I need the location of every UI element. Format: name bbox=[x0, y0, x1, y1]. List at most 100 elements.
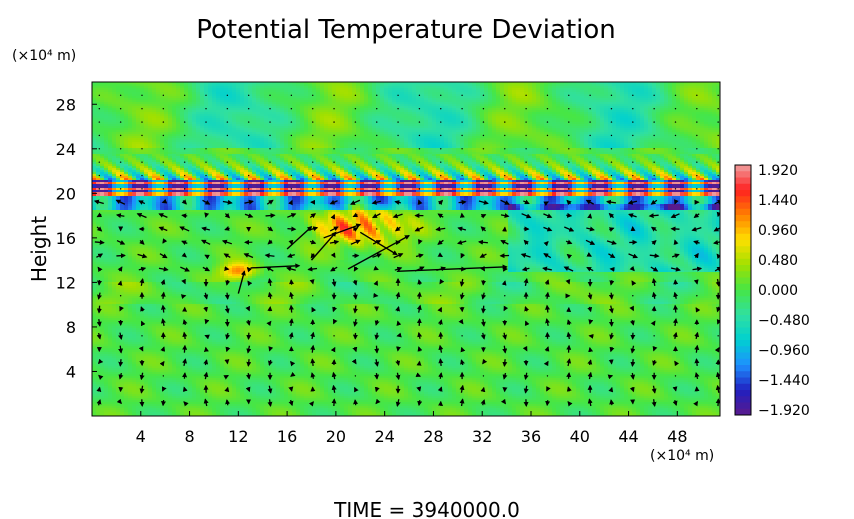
field-cell bbox=[508, 88, 513, 91]
field-cell bbox=[300, 120, 305, 123]
field-cell bbox=[272, 86, 277, 89]
field-cell bbox=[668, 100, 673, 103]
field-cell bbox=[120, 102, 125, 105]
field-cell bbox=[496, 120, 501, 123]
field-cell bbox=[500, 124, 505, 127]
field-cell bbox=[412, 88, 417, 91]
field-cell bbox=[524, 86, 529, 89]
field-cell bbox=[228, 122, 233, 125]
field-cell bbox=[244, 96, 249, 99]
field-cell bbox=[176, 112, 181, 115]
field-cell bbox=[188, 122, 193, 125]
field-cell bbox=[704, 94, 709, 97]
field-cell bbox=[180, 112, 185, 115]
field-cell bbox=[356, 108, 361, 111]
field-cell bbox=[356, 122, 361, 125]
field-cell bbox=[560, 96, 565, 99]
field-cell bbox=[364, 90, 369, 93]
field-cell bbox=[272, 90, 277, 93]
field-cell bbox=[264, 94, 269, 97]
field-cell bbox=[112, 100, 117, 103]
field-cell bbox=[464, 114, 469, 117]
field-cell bbox=[480, 98, 485, 101]
field-cell bbox=[636, 94, 641, 97]
field-cell bbox=[396, 114, 401, 117]
field-cell bbox=[552, 108, 557, 111]
field-cell bbox=[536, 98, 541, 101]
field-cell bbox=[588, 86, 593, 89]
field-cell bbox=[396, 124, 401, 127]
field-cell bbox=[524, 90, 529, 93]
field-cell bbox=[184, 118, 189, 121]
field-cell bbox=[592, 86, 597, 89]
field-cell bbox=[528, 110, 533, 113]
field-cell bbox=[176, 92, 181, 95]
field-cell bbox=[444, 94, 449, 97]
field-cell bbox=[472, 114, 477, 117]
field-cell bbox=[680, 84, 685, 87]
field-cell bbox=[640, 90, 645, 93]
field-cell bbox=[136, 126, 141, 129]
field-cell bbox=[420, 86, 425, 89]
field-cell bbox=[308, 122, 313, 125]
field-cell bbox=[656, 84, 661, 87]
field-cell bbox=[684, 88, 689, 91]
field-cell bbox=[576, 84, 581, 87]
field-cell bbox=[244, 126, 249, 129]
field-cell bbox=[560, 82, 565, 85]
field-cell bbox=[572, 104, 577, 107]
field-cell bbox=[448, 90, 453, 93]
field-cell bbox=[164, 92, 169, 95]
field-cell bbox=[668, 116, 673, 119]
field-cell bbox=[504, 108, 509, 111]
field-cell bbox=[660, 100, 665, 103]
field-cell bbox=[232, 126, 237, 129]
field-cell bbox=[496, 104, 501, 107]
field-cell bbox=[676, 82, 681, 85]
field-cell bbox=[276, 90, 281, 93]
field-cell bbox=[140, 82, 145, 85]
field-cell bbox=[488, 98, 493, 101]
field-cell bbox=[552, 120, 557, 123]
field-cell bbox=[132, 120, 137, 123]
field-cell bbox=[456, 84, 461, 87]
field-cell bbox=[420, 108, 425, 111]
field-cell bbox=[392, 126, 397, 129]
field-cell bbox=[636, 82, 641, 85]
field-cell bbox=[192, 122, 197, 125]
field-cell bbox=[568, 98, 573, 101]
field-cell bbox=[456, 126, 461, 129]
field-cell bbox=[240, 92, 245, 95]
field-cell bbox=[260, 114, 265, 117]
field-cell bbox=[564, 114, 569, 117]
field-cell bbox=[136, 108, 141, 111]
field-cell bbox=[228, 104, 233, 107]
field-cell bbox=[316, 120, 321, 123]
field-cell bbox=[152, 106, 157, 109]
field-cell bbox=[428, 94, 433, 97]
field-cell bbox=[100, 90, 105, 93]
field-cell bbox=[140, 90, 145, 93]
field-cell bbox=[312, 108, 317, 111]
field-cell bbox=[224, 94, 229, 97]
field-cell bbox=[148, 98, 153, 101]
field-cell bbox=[140, 118, 145, 121]
field-cell bbox=[688, 124, 693, 127]
field-cell bbox=[496, 110, 501, 113]
field-cell bbox=[368, 120, 373, 123]
field-cell bbox=[228, 102, 233, 105]
field-cell bbox=[424, 98, 429, 101]
field-cell bbox=[316, 98, 321, 101]
field-cell bbox=[600, 94, 605, 97]
field-cell bbox=[644, 90, 649, 93]
field-cell bbox=[488, 124, 493, 127]
field-cell bbox=[160, 122, 165, 125]
field-cell bbox=[396, 126, 401, 129]
field-cell bbox=[512, 114, 517, 117]
field-cell bbox=[204, 84, 209, 87]
field-cell bbox=[328, 90, 333, 93]
field-cell bbox=[292, 96, 297, 99]
field-cell bbox=[256, 104, 261, 107]
field-cell bbox=[368, 114, 373, 117]
field-cell bbox=[284, 122, 289, 125]
